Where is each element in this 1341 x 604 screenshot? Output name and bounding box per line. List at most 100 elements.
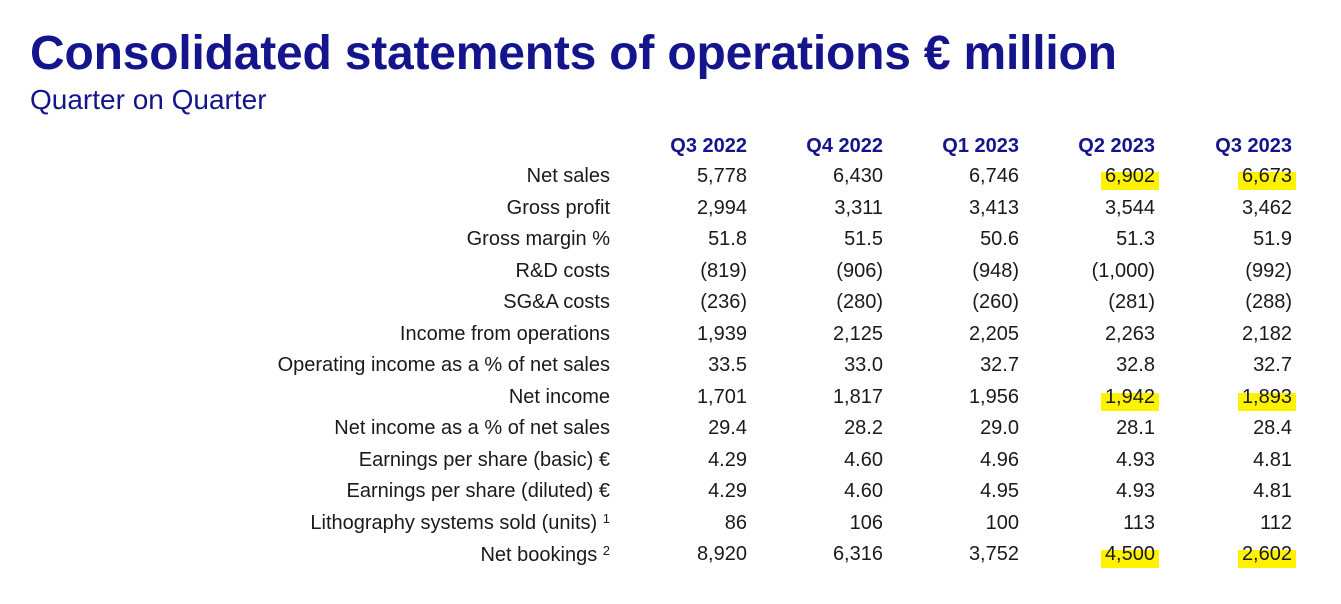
value-wrap: 4.93 [1116, 449, 1155, 472]
value-text: 2,182 [1241, 322, 1292, 345]
header-row: Q3 2022 Q4 2022 Q1 2023 Q2 2023 Q3 2023 [0, 131, 1292, 161]
row-label-text: Net bookings [480, 543, 598, 566]
value-text: 4.29 [708, 448, 747, 471]
value-text: 2,205 [968, 322, 1019, 345]
value-text: 51.5 [844, 228, 883, 251]
value-wrap: 29.0 [980, 417, 1019, 440]
value-wrap: 28.1 [1116, 417, 1155, 440]
value-cell: 1,701 [610, 382, 747, 414]
value-text: 4.81 [1253, 480, 1292, 503]
table-row: Earnings per share (basic) € 4.29 4.60 4.96… [0, 445, 1292, 477]
value-wrap: 51.3 [1116, 228, 1155, 251]
value-text: 4.93 [1116, 448, 1155, 471]
row-label-text: Earnings per share (diluted) € [346, 480, 610, 503]
row-label: Income from operations [0, 319, 610, 351]
row-label-text: Gross profit [506, 196, 610, 219]
value-wrap: 6,673 [1237, 165, 1296, 191]
table-row: Lithography systems sold (units) 1 86 106 1… [0, 508, 1292, 540]
value-wrap: (948) [972, 260, 1019, 283]
table-row: SG&A costs (236) (280) (260) (281) (288) [0, 287, 1292, 319]
value-cell: 3,544 [1019, 193, 1155, 225]
value-text: 2,125 [832, 322, 883, 345]
value-text: 4.29 [708, 480, 747, 503]
table-row: Gross profit 2,994 3,311 3,413 3,544 3,462 [0, 193, 1292, 225]
value-cell: 1,939 [610, 319, 747, 351]
value-cell: 2,182 [1155, 319, 1292, 351]
value-wrap: 113 [1123, 512, 1155, 535]
value-cell: 51.5 [747, 224, 883, 256]
value-cell: 28.4 [1155, 413, 1292, 445]
value-cell: 50.6 [883, 224, 1019, 256]
value-cell: (236) [610, 287, 747, 319]
footnote-marker: 1 [602, 511, 610, 527]
value-cell: (288) [1155, 287, 1292, 319]
value-wrap: 112 [1260, 512, 1292, 535]
column-header: Q3 2023 [1215, 134, 1292, 157]
value-cell: 32.8 [1019, 350, 1155, 382]
value-wrap: 28.2 [844, 417, 883, 440]
row-label: Operating income as a % of net sales [0, 350, 610, 382]
value-wrap: 32.7 [980, 354, 1019, 377]
value-wrap: (280) [836, 291, 883, 314]
value-text: 1,893 [1241, 385, 1292, 408]
value-cell: 4.93 [1019, 445, 1155, 477]
value-wrap: 1,817 [833, 386, 883, 409]
value-wrap: (281) [1108, 291, 1155, 314]
value-wrap: 4.81 [1253, 480, 1292, 503]
value-cell: 4.29 [610, 445, 747, 477]
table-row: Gross margin % 51.8 51.5 50.6 51.3 51.9 [0, 224, 1292, 256]
value-wrap: 3,413 [969, 197, 1019, 220]
table-row: Net sales 5,778 6,430 6,746 6,902 6,673 [0, 161, 1296, 193]
row-label: Lithography systems sold (units) 1 [0, 508, 610, 540]
value-cell: 2,125 [747, 319, 883, 351]
value-wrap: 4.93 [1116, 480, 1155, 503]
value-cell: 3,752 [883, 539, 1019, 571]
value-wrap: 4.29 [708, 480, 747, 503]
value-wrap: 4.60 [844, 480, 883, 503]
value-wrap: 6,430 [833, 165, 883, 188]
row-label-text: Gross margin % [466, 228, 610, 251]
column-header: Q3 2022 [670, 134, 747, 157]
column-header: Q1 2023 [942, 134, 1019, 157]
table-row: Operating income as a % of net sales 33.5… [0, 350, 1292, 382]
table-row: Net income as a % of net sales 29.4 28.2 29… [0, 413, 1292, 445]
row-label-text: Net income as a % of net sales [334, 417, 610, 440]
highlight-mark [1237, 392, 1296, 411]
column-header: Q2 2023 [1078, 134, 1155, 157]
value-text: 29.0 [980, 417, 1019, 440]
value-wrap: 33.5 [708, 354, 747, 377]
value-text: 2,994 [696, 196, 747, 219]
table-row: Earnings per share (diluted) € 4.29 4.60 4.… [0, 476, 1292, 508]
value-wrap: 8,920 [697, 543, 747, 566]
value-cell: 1,817 [747, 382, 883, 414]
value-text: 51.3 [1116, 228, 1155, 251]
value-wrap: 4.60 [844, 449, 883, 472]
value-wrap: 51.5 [844, 228, 883, 251]
value-cell: 2,994 [610, 193, 747, 225]
value-wrap: 3,311 [834, 197, 883, 220]
value-cell: 32.7 [883, 350, 1019, 382]
value-text: 6,902 [1104, 165, 1155, 188]
highlight-mark [1100, 392, 1159, 411]
row-label-text: Net sales [526, 165, 610, 188]
value-cell: 33.5 [610, 350, 747, 382]
value-text: (948) [972, 259, 1019, 282]
value-text: 4.60 [844, 448, 883, 471]
value-cell: 4.60 [747, 445, 883, 477]
value-cell: 4.81 [1155, 445, 1292, 477]
row-label-text: SG&A costs [503, 291, 610, 314]
value-cell: (281) [1019, 287, 1155, 319]
value-cell: 51.3 [1019, 224, 1155, 256]
value-cell: 4,500 [1019, 539, 1159, 571]
value-cell: 113 [1019, 508, 1155, 540]
row-label: SG&A costs [0, 287, 610, 319]
value-wrap: 4.29 [708, 449, 747, 472]
value-wrap: 3,752 [969, 543, 1019, 566]
value-cell: 2,205 [883, 319, 1019, 351]
value-text: 29.4 [708, 417, 747, 440]
value-text: (992) [1245, 259, 1292, 282]
value-cell: (260) [883, 287, 1019, 319]
value-text: 51.8 [708, 228, 747, 251]
value-wrap: 51.8 [708, 228, 747, 251]
value-cell: 2,263 [1019, 319, 1155, 351]
